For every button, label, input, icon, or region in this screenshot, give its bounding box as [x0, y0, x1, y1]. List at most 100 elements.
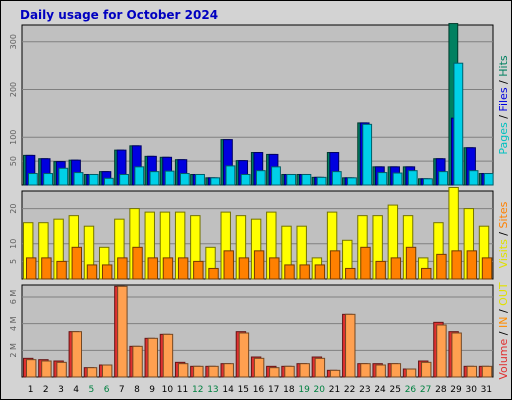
hits-panel-bar-pages-day-24 — [377, 172, 388, 186]
visits-panel-bar-sites-day-9 — [147, 257, 158, 280]
hits-panel-bar-pages-day-27 — [423, 178, 433, 186]
visits-panel-legend: Visits / Sites — [497, 201, 510, 268]
volume-panel-bar-in-day-17 — [269, 367, 280, 378]
visits-panel-bar-sites-day-20 — [314, 264, 326, 280]
hits-panel-bar-pages-day-22 — [347, 177, 357, 186]
hits-panel-bar-pages-day-13 — [210, 177, 221, 186]
hits-panel-bar-pages-day-4 — [73, 172, 84, 186]
x-tick-label-day-23: 23 — [359, 385, 370, 395]
visits-panel-bar-sites-day-23 — [360, 246, 371, 280]
x-tick-label-day-25: 25 — [390, 385, 401, 395]
volume-panel-bar-in-day-5 — [86, 367, 98, 378]
x-tick-label-day-18: 18 — [283, 385, 295, 395]
hits-panel-bar-pages-day-28 — [438, 171, 449, 186]
volume-panel-bar-in-day-24 — [375, 364, 386, 378]
volume-panel-bar-in-day-21 — [329, 369, 341, 378]
hits-panel-bar-pages-day-26 — [407, 170, 418, 186]
hits-panel-bar-pages-day-3 — [58, 167, 69, 186]
hits-panel-bar-pages-day-8 — [134, 166, 145, 186]
x-tick-label-day-31: 31 — [481, 385, 492, 395]
x-tick-label-day-13: 13 — [207, 385, 218, 395]
hits-panel-bar-pages-day-9 — [149, 171, 160, 186]
visits-panel-bar-sites-day-14 — [223, 250, 234, 280]
visits-panel-bar-sites-day-11 — [177, 257, 189, 280]
x-tick-label-day-27: 27 — [420, 385, 431, 395]
volume-panel-bar-in-day-11 — [177, 363, 189, 378]
legend-part: IN — [497, 317, 510, 328]
visits-panel-bar-sites-day-4 — [71, 246, 83, 280]
hits-panel-bar-pages-day-6 — [103, 177, 114, 186]
legend-part: Pages — [497, 122, 510, 155]
legend-part: / — [497, 77, 510, 88]
volume-panel-bar-in-day-23 — [360, 363, 371, 378]
legend-part: Hits — [497, 55, 510, 77]
legend-part: / — [497, 306, 510, 317]
visits-panel-bar-sites-day-22 — [345, 267, 356, 280]
hits-panel-ytick-label: 50 — [9, 156, 18, 166]
volume-panel-bar-in-day-26 — [405, 368, 417, 378]
visits-panel-bar-sites-day-15 — [238, 257, 250, 280]
x-tick-label-day-21: 21 — [329, 385, 340, 395]
hits-panel-bar-pages-day-2 — [43, 173, 54, 186]
volume-panel-bar-in-day-7 — [117, 285, 128, 378]
x-tick-label-day-4: 4 — [73, 385, 79, 395]
volume-panel-bar-in-day-28 — [436, 324, 447, 378]
visits-panel-bar-sites-day-27 — [421, 267, 432, 280]
volume-panel-bar-in-day-15 — [238, 332, 250, 378]
visits-panel-bar-sites-day-30 — [466, 250, 478, 280]
legend-part: OUT — [497, 282, 510, 306]
volume-panel-bar-in-day-12 — [193, 365, 204, 378]
x-tick-label-day-26: 26 — [405, 385, 417, 395]
x-tick-label-day-12: 12 — [192, 385, 203, 395]
x-tick-label-day-3: 3 — [58, 385, 64, 395]
hits-panel-bar-pages-day-19 — [301, 173, 312, 186]
visits-panel-bar-sites-day-24 — [375, 260, 386, 280]
x-tick-label-day-30: 30 — [465, 385, 477, 395]
hits-panel-bar-pages-day-31 — [483, 173, 494, 186]
volume-panel-ytick-label: 6 M — [9, 290, 18, 305]
hits-panel-bar-pages-day-1 — [28, 173, 38, 186]
volume-panel-bar-in-day-4 — [71, 331, 83, 378]
hits-panel-legend: Pages / Files / Hits — [497, 55, 510, 155]
volume-panel-bar-in-day-6 — [101, 364, 113, 378]
volume-panel-bar-in-day-27 — [421, 361, 432, 378]
hits-panel-bar-pages-day-5 — [88, 173, 99, 186]
x-tick-label-day-17: 17 — [268, 385, 279, 395]
volume-panel-bar-in-day-22 — [345, 313, 356, 378]
x-tick-label-day-20: 20 — [314, 385, 326, 395]
visits-panel-bar-sites-day-10 — [162, 257, 174, 280]
hits-panel-bar-pages-day-21 — [331, 171, 342, 186]
hits-panel-bar-pages-day-29 — [453, 62, 464, 186]
hits-panel-bar-pages-day-23 — [362, 123, 373, 186]
visits-panel-bar-sites-day-5 — [86, 264, 98, 280]
volume-panel-bar-in-day-30 — [466, 365, 478, 378]
visits-panel-bar-sites-day-3 — [56, 260, 67, 280]
volume-panel-bar-in-day-10 — [162, 333, 174, 378]
volume-panel-bar-in-day-16 — [253, 357, 265, 378]
hits-panel-bar-pages-day-17 — [271, 166, 281, 186]
visits-panel-bar-sites-day-21 — [329, 250, 341, 280]
hits-panel-bar-pages-day-15 — [240, 173, 251, 186]
visits-panel-bar-sites-day-7 — [117, 257, 128, 280]
volume-panel-bar-in-day-2 — [41, 360, 52, 378]
hits-panel-bar-pages-day-18 — [286, 173, 297, 186]
hits-panel-bar-pages-day-30 — [468, 170, 479, 186]
volume-panel-bar-in-day-14 — [223, 363, 234, 378]
legend-part: Files — [497, 87, 510, 111]
x-tick-label-day-8: 8 — [134, 385, 140, 395]
x-tick-label-day-29: 29 — [450, 385, 462, 395]
volume-panel-legend: Volume / IN / OUT — [497, 282, 510, 380]
legend-part: / — [497, 228, 510, 239]
x-tick-label-day-7: 7 — [119, 385, 125, 395]
hits-panel-bar-pages-day-14 — [225, 165, 236, 186]
volume-panel-bar-in-day-25 — [390, 363, 402, 378]
x-tick-label-day-22: 22 — [344, 385, 355, 395]
x-tick-label-day-15: 15 — [238, 385, 249, 395]
x-tick-label-day-2: 2 — [43, 385, 49, 395]
hits-panel-ytick-label: 300 — [9, 34, 18, 49]
legend-part: Volume — [497, 338, 510, 379]
visits-panel-bar-sites-day-28 — [436, 253, 447, 280]
hits-panel-bar-pages-day-7 — [119, 173, 129, 186]
visits-panel-ytick-label: 5 — [9, 259, 18, 264]
x-tick-label-day-1: 1 — [28, 385, 34, 395]
